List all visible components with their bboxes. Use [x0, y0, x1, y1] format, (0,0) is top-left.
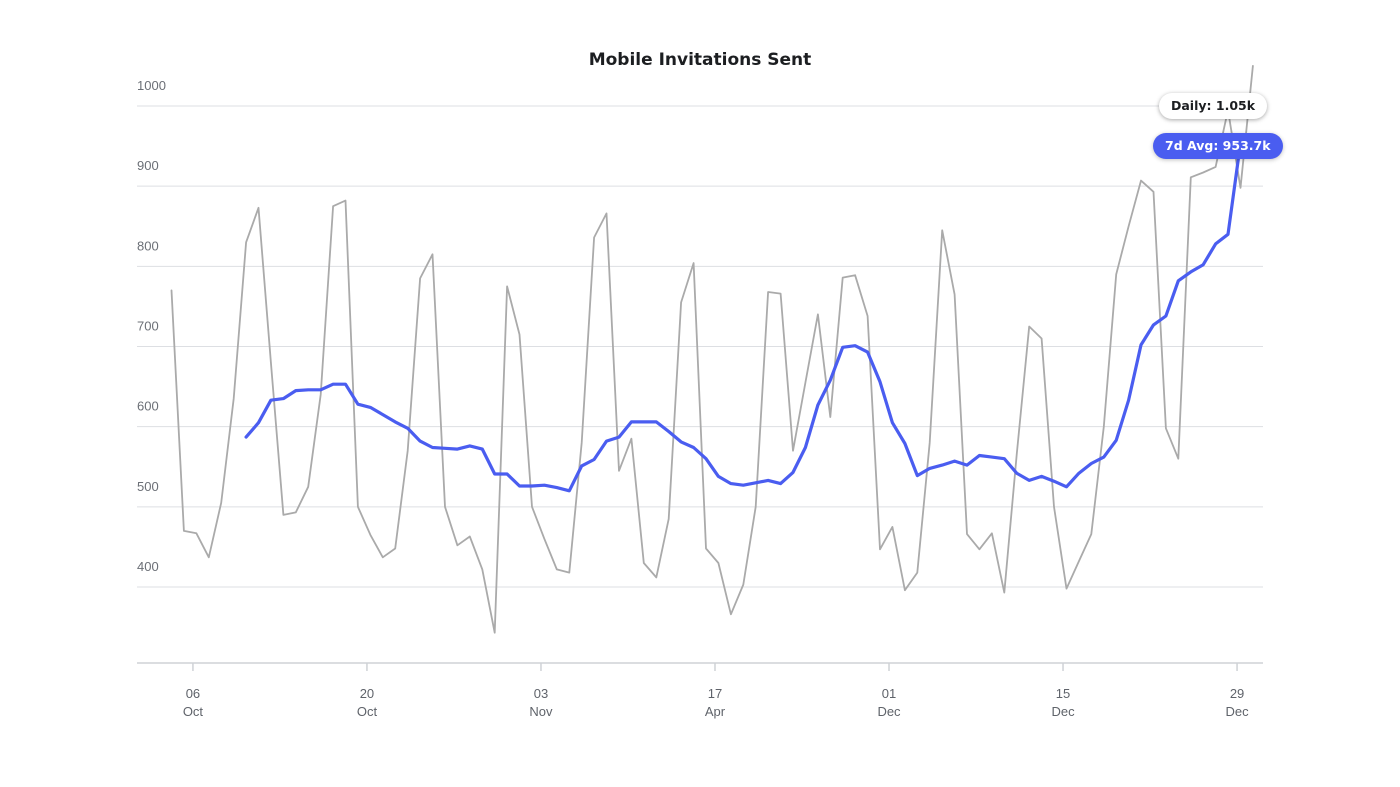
x-tick-label-month: Oct	[183, 704, 204, 719]
x-tick-label-month: Oct	[357, 704, 378, 719]
x-tick-label-day: 29	[1230, 686, 1244, 701]
x-tick-label-month: Dec	[1225, 704, 1249, 719]
x-tick-label-day: 15	[1056, 686, 1070, 701]
avg-value-callout: 7d Avg: 953.7k	[1153, 133, 1283, 159]
daily-value-callout: Daily: 1.05k	[1159, 93, 1268, 119]
y-tick-label: 1000	[137, 78, 166, 93]
y-tick-label: 400	[137, 559, 159, 574]
avg-series-line	[244, 141, 1243, 493]
x-tick-label-day: 17	[708, 686, 722, 701]
chart-title: Mobile Invitations Sent	[588, 50, 812, 70]
x-tick-label-month: Dec	[1051, 704, 1075, 719]
y-tick-label: 700	[137, 319, 159, 334]
y-tick-label: 800	[137, 238, 159, 253]
x-tick-label-day: 06	[186, 686, 200, 701]
x-tick-label-day: 20	[360, 686, 374, 701]
x-tick-label-month: Dec	[877, 704, 901, 719]
y-tick-label: 500	[137, 479, 159, 494]
x-tick-label-day: 03	[534, 686, 548, 701]
x-tick-label-month: Apr	[705, 704, 726, 719]
daily-series-line	[170, 65, 1254, 634]
x-tick-label-day: 01	[882, 686, 896, 701]
y-tick-label: 900	[137, 158, 159, 173]
y-tick-label: 600	[137, 399, 159, 414]
x-tick-label-month: Nov	[529, 704, 553, 719]
